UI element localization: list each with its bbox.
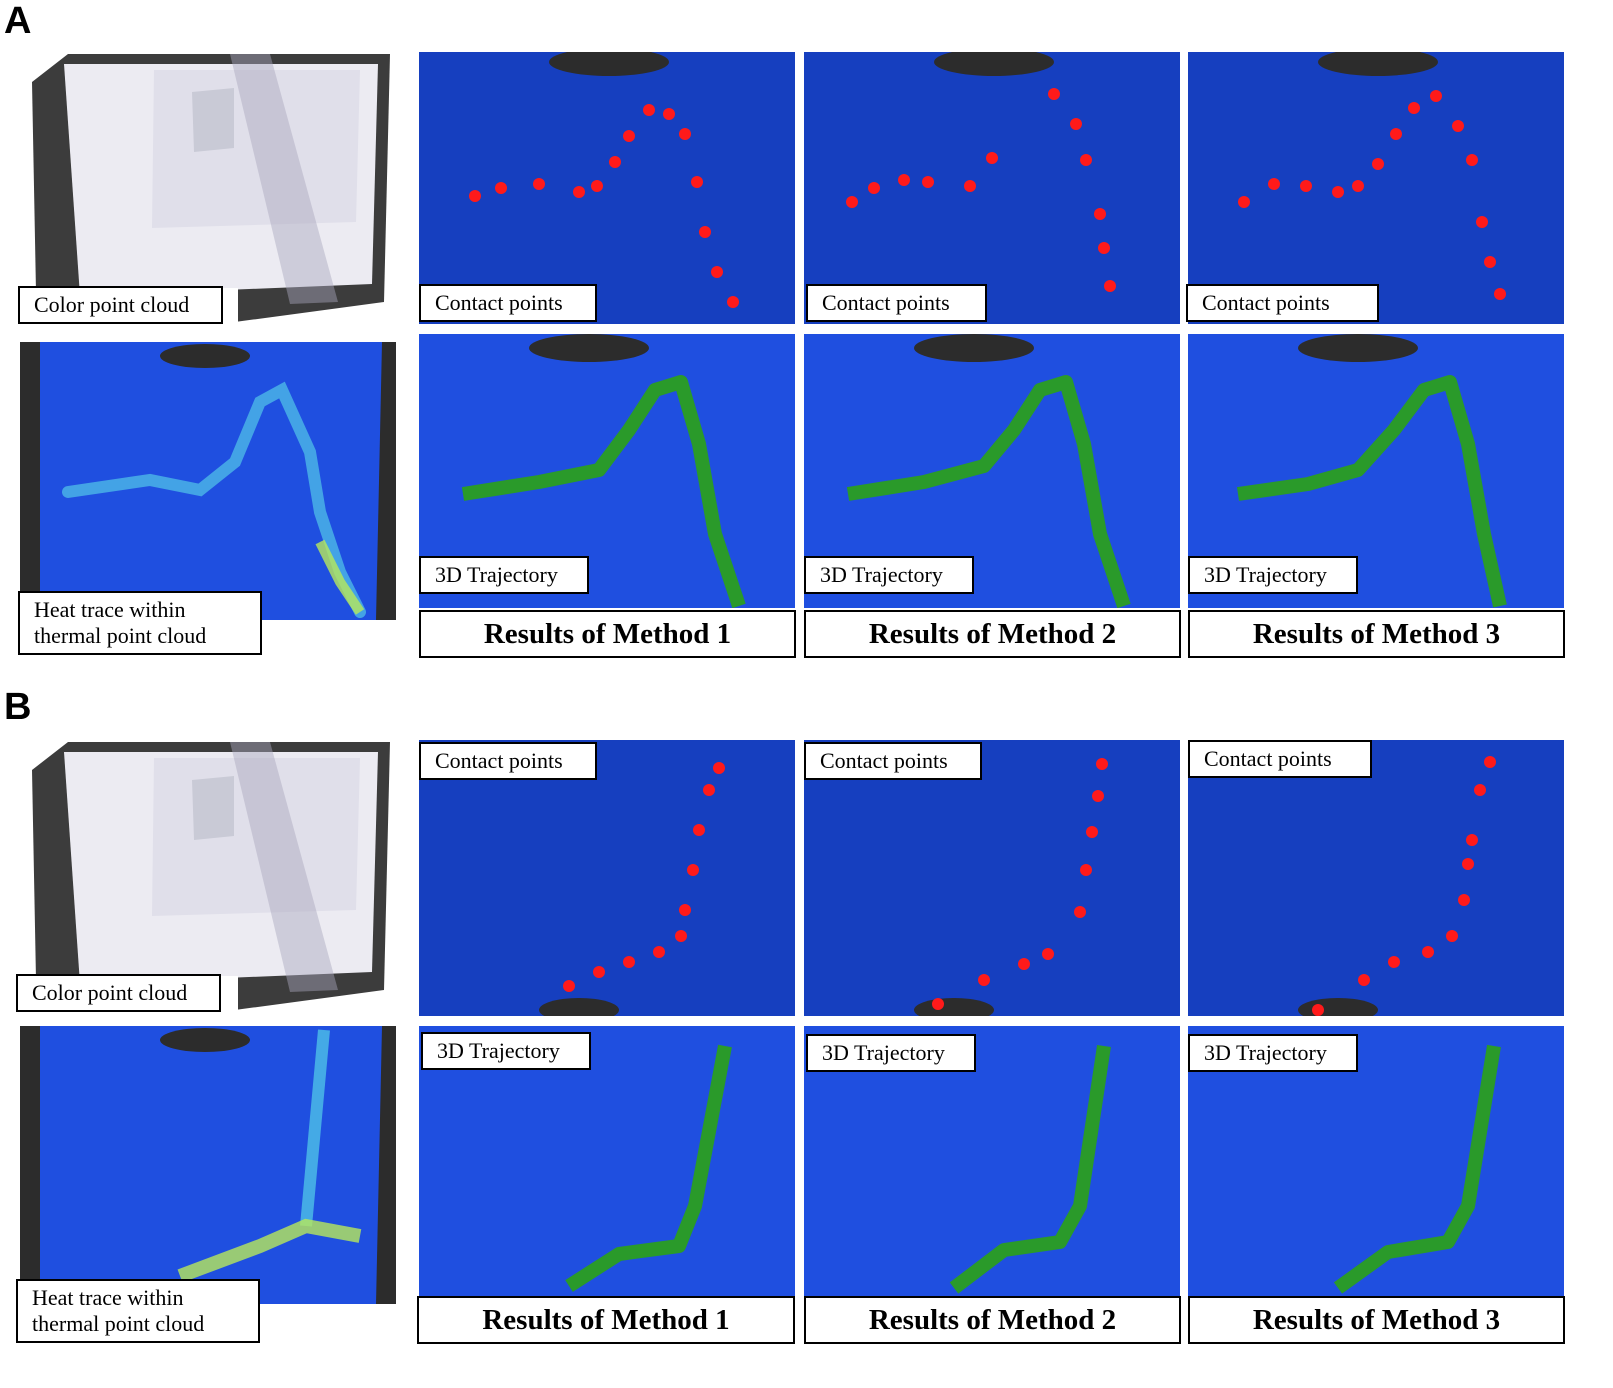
result-label: Results of Method 3 — [1188, 1296, 1565, 1344]
result-label: Results of Method 3 — [1188, 610, 1565, 658]
contact-points-label: Contact points — [806, 284, 987, 322]
result-label: Results of Method 1 — [419, 610, 796, 658]
heat-trace-label: Heat trace within thermal point cloud — [16, 1279, 260, 1343]
contact-points-label: Contact points — [1188, 740, 1372, 778]
trajectory-label: 3D Trajectory — [1188, 1034, 1358, 1072]
contact-points-image — [419, 52, 795, 324]
color-point-cloud-image — [20, 740, 396, 1016]
heat-trace-label-line2: thermal point cloud — [34, 623, 207, 648]
result-label: Results of Method 1 — [417, 1296, 795, 1344]
contact-points-label: Contact points — [1186, 284, 1379, 322]
contact-points-image — [419, 740, 795, 1016]
color-point-cloud-label: Color point cloud — [18, 286, 223, 324]
heat-trace-label-line2: thermal point cloud — [32, 1311, 205, 1336]
trajectory-label: 3D Trajectory — [806, 1034, 976, 1072]
result-label: Results of Method 2 — [804, 610, 1181, 658]
trajectory-image — [419, 1026, 795, 1298]
trajectory-label: 3D Trajectory — [804, 556, 974, 594]
color-point-cloud-label: Color point cloud — [16, 974, 221, 1012]
trajectory-label: 3D Trajectory — [1188, 556, 1358, 594]
panel-letter-b: B — [4, 686, 32, 728]
heat-trace-label-line1: Heat trace within — [32, 1285, 184, 1310]
heat-trace-label: Heat trace within thermal point cloud — [18, 591, 262, 655]
contact-points-image — [804, 740, 1180, 1016]
contact-points-label: Contact points — [419, 742, 597, 780]
result-label: Results of Method 2 — [804, 1296, 1181, 1344]
contact-points-image — [1188, 52, 1564, 324]
trajectory-label: 3D Trajectory — [419, 556, 589, 594]
heat-trace-label-line1: Heat trace within — [34, 597, 186, 622]
contact-points-label: Contact points — [419, 284, 597, 322]
heat-trace-image — [20, 1026, 396, 1304]
contact-points-image — [1188, 740, 1564, 1016]
contact-points-image — [804, 52, 1180, 324]
trajectory-label: 3D Trajectory — [421, 1032, 591, 1070]
heat-trace-image — [20, 342, 396, 620]
panel-letter-a: A — [4, 0, 32, 42]
trajectory-image — [419, 334, 795, 608]
contact-points-label: Contact points — [804, 742, 982, 780]
